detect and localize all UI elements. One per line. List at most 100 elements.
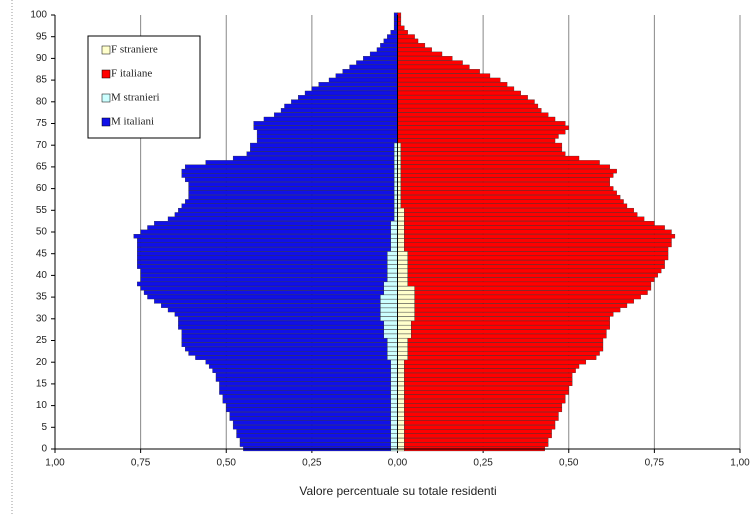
bar [397,199,402,204]
y-tick-label: 75 [36,118,48,129]
bar [397,103,539,109]
bar [383,329,398,334]
bar [397,56,453,61]
bar [397,281,408,287]
bar [380,312,398,317]
bar [397,173,402,178]
bar [397,138,556,143]
x-tick-label: 1,00 [45,458,65,469]
bar [140,286,384,291]
x-tick-label: 1,00 [730,458,750,469]
bar [400,164,610,170]
bar [390,30,398,35]
bar [397,99,535,104]
bar [404,242,672,248]
bar [414,286,652,291]
bar [397,125,569,130]
bar [181,338,388,343]
bar [404,207,634,213]
bar [380,294,398,300]
bar [404,385,569,391]
bar [404,442,549,447]
bar [181,168,395,174]
bar [376,47,398,52]
bar [174,312,381,317]
bar [400,177,610,183]
bar [397,47,432,52]
bar [397,364,405,369]
bar [250,147,395,152]
bar [393,164,398,170]
bar [178,325,384,330]
bar [181,329,384,334]
legend-swatch [101,93,111,103]
bar [397,268,408,274]
bar [205,160,395,165]
bar [349,64,398,70]
bar [274,112,398,117]
bar [397,194,402,200]
bar [407,338,604,343]
y-tick-label: 55 [36,205,48,216]
bar [397,294,415,300]
bar [219,381,391,387]
bar [137,281,384,287]
bar [404,424,556,430]
bar [133,234,391,239]
bar [256,129,398,135]
bar [397,381,405,387]
bar [404,234,676,239]
bar [390,377,398,382]
bar [397,220,405,226]
bar [404,377,573,382]
bar [397,411,405,417]
bar [404,420,556,426]
bar [143,290,384,295]
bar [404,437,549,443]
bar [393,155,398,161]
bar [397,164,402,170]
x-tick-label: 0,25 [473,458,493,469]
bar [397,338,408,343]
bar [387,260,398,265]
bar [184,346,388,352]
bar [397,403,405,408]
bar [407,268,662,274]
bar [140,277,388,282]
bar [397,442,405,447]
bar [167,216,395,222]
bar [184,164,395,170]
bar [397,277,408,282]
bar [397,108,542,113]
bar [404,372,573,378]
bar [387,342,398,347]
bar [397,51,443,57]
bar [387,268,398,274]
bar [397,355,408,360]
bar [397,116,556,122]
bar [397,325,412,330]
x-tick-label: 0,75 [131,458,151,469]
bar [222,394,391,400]
legend-label: F straniere [111,44,158,56]
bar [178,320,384,326]
y-tick-label: 35 [36,292,48,303]
bar [393,199,398,204]
bar [390,411,398,417]
bar [205,359,391,365]
bar [397,190,402,196]
y-tick-label: 95 [36,31,48,42]
y-tick-label: 0 [41,444,47,455]
bar [397,25,405,31]
bar [411,325,611,330]
bar [390,398,398,404]
bar [380,43,398,48]
bar [393,12,398,18]
bar [137,247,391,252]
bar [397,368,405,373]
bar [397,73,491,78]
bar [390,229,398,235]
bar [397,160,402,165]
bar [387,277,398,282]
bar [232,155,395,161]
